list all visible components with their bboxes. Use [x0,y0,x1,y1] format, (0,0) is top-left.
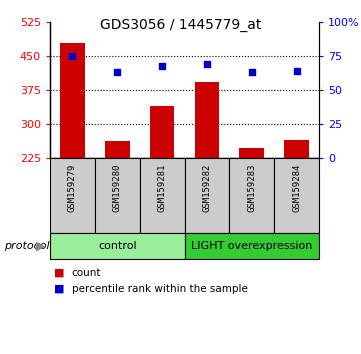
Text: GSM159279: GSM159279 [68,163,77,212]
Bar [229,158,274,233]
Text: ■: ■ [54,268,64,278]
Bar [50,158,95,233]
Text: count: count [72,268,101,278]
Bar [50,233,184,259]
Text: LIGHT overexpression: LIGHT overexpression [191,241,312,251]
Point [294,68,300,74]
Point [70,53,75,59]
Bar [239,148,264,158]
Bar [184,233,319,259]
Text: ■: ■ [54,284,64,294]
Bar [60,43,85,158]
Text: control: control [98,241,136,251]
Text: protocol: protocol [4,241,49,251]
Bar [184,158,229,233]
Text: GSM159283: GSM159283 [247,163,256,212]
Bar [140,158,184,233]
Bar [150,106,174,158]
Text: GSM159280: GSM159280 [113,163,122,212]
Point [159,63,165,68]
Bar [95,158,140,233]
Bar [274,158,319,233]
Text: GDS3056 / 1445779_at: GDS3056 / 1445779_at [100,18,261,32]
Bar [105,141,130,158]
Point [249,69,255,75]
Bar [195,82,219,158]
Bar [284,140,309,158]
Point [114,69,120,75]
Text: GSM159284: GSM159284 [292,163,301,212]
Text: percentile rank within the sample: percentile rank within the sample [72,284,248,294]
Text: ▶: ▶ [36,240,45,252]
Text: GSM159281: GSM159281 [158,163,166,212]
Point [204,61,210,67]
Text: GSM159282: GSM159282 [203,163,212,212]
